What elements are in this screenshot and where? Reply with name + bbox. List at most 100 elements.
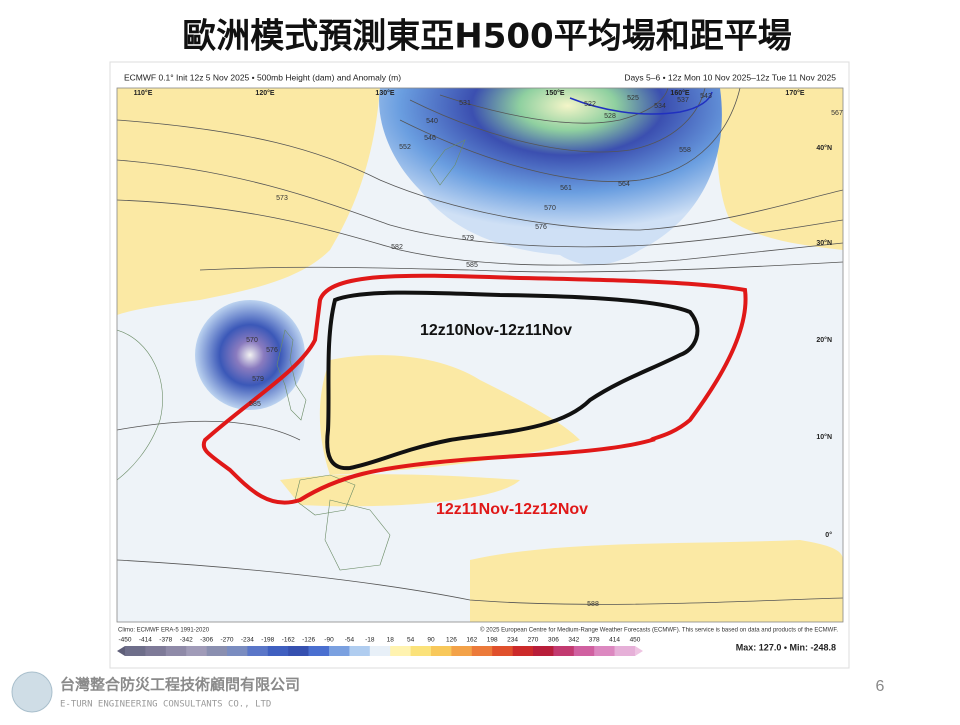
colorbar-segment: [410, 646, 432, 656]
contour-label: 576: [535, 224, 547, 231]
colorbar-segment: [186, 646, 207, 656]
contour-label: 540: [426, 118, 438, 125]
climo-note: Climo: ECMWF ERA-5 1991-2020: [118, 628, 210, 634]
lat-label: 20°N: [816, 336, 832, 344]
colorbar-tick-label: -270: [220, 637, 233, 644]
map-header-right: Days 5–6 • 12z Mon 10 Nov 2025–12z Tue 1…: [624, 72, 836, 82]
anomaly-positive: [717, 88, 843, 250]
contour-label: 561: [560, 185, 572, 192]
map-border: [116, 87, 844, 623]
contour-label: 570: [246, 337, 258, 344]
annotation-loop-black: [325, 290, 700, 471]
contour-label: 534: [654, 103, 666, 110]
reference-contour: [569, 91, 713, 115]
colorbar-tick-label: -54: [345, 637, 355, 644]
colorbar-segment: [533, 646, 554, 656]
colorbar-tick-label: 450: [630, 637, 641, 644]
anomaly-positive: [319, 355, 580, 475]
colorbar-tick-label: -306: [200, 637, 213, 644]
contour-label: 579: [252, 376, 264, 383]
contour-label: 567: [831, 110, 843, 117]
slide-title: 歐洲模式預測東亞H500平均場和距平場: [182, 17, 791, 57]
colorbar-tick-label: 162: [466, 637, 477, 644]
lat-label: 40°N: [816, 144, 832, 152]
colorbar-tick-label: -378: [159, 637, 172, 644]
contour-label: 582: [391, 244, 403, 251]
colorbar-tick-label: 198: [487, 637, 498, 644]
annotation-label: 12z11Nov-12z12Nov: [436, 501, 588, 518]
map-area: [117, 88, 843, 622]
contour-label: 543: [700, 93, 712, 100]
colorbar-tick-label: -162: [282, 637, 295, 644]
contour-label: 585: [249, 401, 261, 408]
lat-label: 10°N: [816, 433, 832, 441]
company-name-en: E-TURN ENGINEERING CONSULTANTS CO., LTD: [60, 700, 271, 710]
typhoon-anomaly: [195, 300, 305, 410]
colorbar-segment: [471, 646, 493, 656]
lon-label: 130°E: [375, 89, 394, 97]
colorbar-segment: [349, 646, 371, 656]
page-number: 6: [876, 678, 885, 695]
map-header-left: ECMWF 0.1° Init 12z 5 Nov 2025 • 500mb H…: [124, 72, 401, 82]
colorbar-tick-label: -414: [139, 637, 152, 644]
colorbar-segment: [308, 646, 330, 656]
colorbar-tick-label: 234: [507, 637, 518, 644]
map-stats: Max: 127.0 • Min: -248.8: [736, 642, 836, 652]
colorbar-segment: [145, 646, 167, 656]
colorbar-segment: [369, 646, 391, 656]
company-name-zh: 台灣整合防災工程技術顧問有限公司: [60, 676, 300, 694]
contour-label: 552: [399, 144, 411, 151]
colorbar-segment: [247, 646, 269, 656]
colorbar-tick-label: -18: [365, 637, 375, 644]
colorbar-tick-label: -234: [241, 637, 254, 644]
contour-label: 564: [618, 181, 630, 188]
anomaly-positive: [117, 88, 380, 315]
colorbar-tick-label: 306: [548, 637, 559, 644]
colorbar-segment: [431, 646, 452, 656]
contour-label: 558: [679, 147, 691, 154]
colorbar-segment: [206, 646, 228, 656]
colorbar-segment: [573, 646, 595, 656]
contour-label: 570: [544, 205, 556, 212]
anomaly-negative: [379, 88, 722, 265]
colorbar-segment: [553, 646, 575, 656]
lon-label: 110°E: [134, 89, 153, 97]
colorbar-end: [117, 646, 125, 656]
lon-label: 120°E: [255, 89, 274, 97]
colorbar-segment: [329, 646, 350, 656]
colorbar-segment: [227, 646, 248, 656]
colorbar-tick-label: -342: [180, 637, 193, 644]
colorbar-segment: [165, 646, 187, 656]
contour-label: 576: [266, 347, 278, 354]
colorbar-segment: [267, 646, 289, 656]
contour-label: 588: [587, 601, 599, 608]
contour-label: 528: [604, 113, 616, 120]
colorbar-tick-label: -126: [302, 637, 315, 644]
contour-label: 537: [677, 97, 689, 104]
lon-label: 150°E: [545, 89, 564, 97]
colorbar-end: [635, 646, 643, 656]
colorbar-tick-label: 54: [407, 637, 415, 644]
colorbar-segment: [125, 646, 146, 656]
colorbar-tick-label: 90: [427, 637, 435, 644]
colorbar-tick-label: 270: [528, 637, 539, 644]
colorbar-segment: [451, 646, 473, 656]
colorbar-tick-label: 342: [568, 637, 579, 644]
colorbar-segment: [594, 646, 615, 656]
annotation-loop-red: [201, 273, 748, 505]
colorbar-tick-label: 18: [387, 637, 395, 644]
lon-label: 170°E: [785, 89, 804, 97]
colorbar-segment: [614, 646, 636, 656]
contour-label: 525: [627, 95, 639, 102]
contour-label: 573: [276, 195, 288, 202]
colorbar-segment: [512, 646, 534, 656]
lon-label: 160°E: [670, 89, 689, 97]
colorbar-tick-label: 126: [446, 637, 457, 644]
lat-label: 30°N: [816, 239, 832, 247]
anomaly-positive: [470, 540, 843, 622]
copyright: © 2025 European Centre for Medium-Range …: [480, 627, 838, 634]
company-logo: [11, 671, 53, 713]
colorbar-tick-label: -198: [261, 637, 274, 644]
landmass: [117, 139, 466, 571]
